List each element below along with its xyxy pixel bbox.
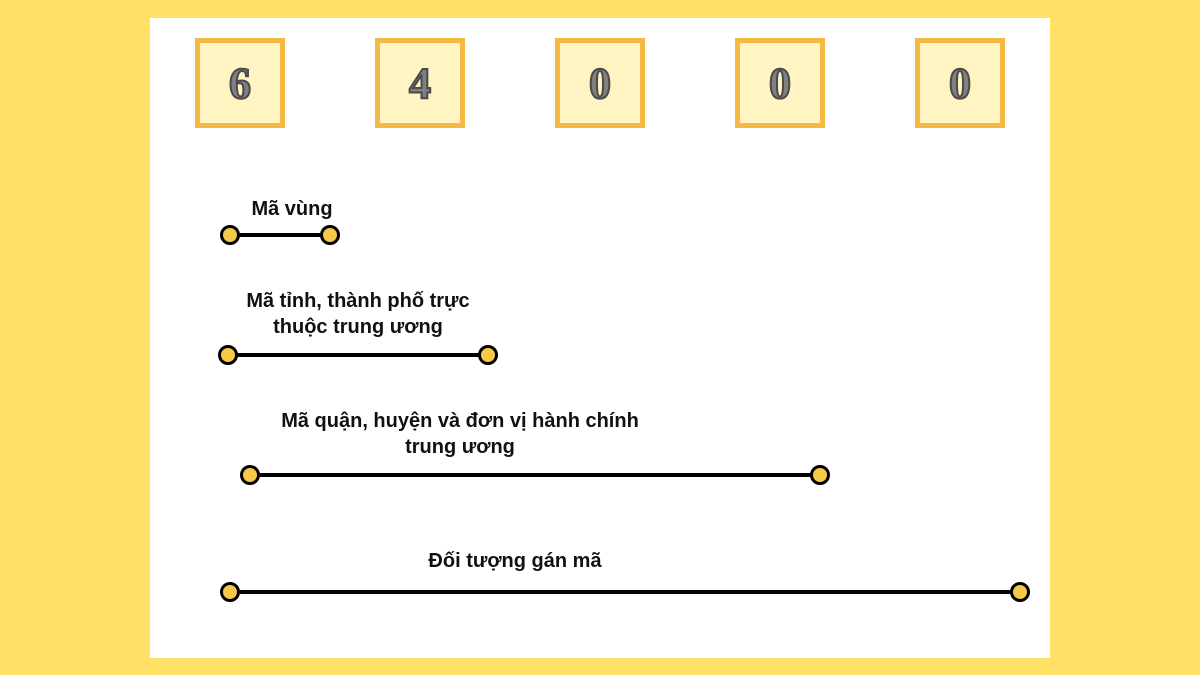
digit-box-5: 0 — [915, 38, 1005, 128]
dot-row2-left — [218, 345, 238, 365]
digit-5: 0 — [949, 58, 971, 109]
digit-box-1: 6 — [195, 38, 285, 128]
digit-box-4: 0 — [735, 38, 825, 128]
digit-4: 0 — [769, 58, 791, 109]
bar-row2 — [228, 353, 488, 357]
bar-row3 — [250, 473, 820, 477]
dot-row3-right — [810, 465, 830, 485]
digit-box-3: 0 — [555, 38, 645, 128]
dot-row1-left — [220, 225, 240, 245]
digit-3: 0 — [589, 58, 611, 109]
label-row1: Mã vùng — [232, 196, 352, 222]
content-card: 6 4 0 0 0 Mã vùng Mã tỉnh, thành phố trự… — [150, 18, 1050, 658]
digit-1: 6 — [229, 58, 251, 109]
label-row2: Mã tỉnh, thành phố trực thuộc trung ương — [228, 288, 488, 340]
bar-row4 — [230, 590, 1020, 594]
bar-row1 — [230, 233, 330, 237]
dot-row4-right — [1010, 582, 1030, 602]
dot-row3-left — [240, 465, 260, 485]
digit-row: 6 4 0 0 0 — [150, 38, 1050, 128]
dot-row4-left — [220, 582, 240, 602]
label-row4: Đối tượng gán mã — [385, 548, 645, 574]
digit-box-2: 4 — [375, 38, 465, 128]
dot-row2-right — [478, 345, 498, 365]
digit-2: 4 — [409, 58, 431, 109]
dot-row1-right — [320, 225, 340, 245]
label-row3: Mã quận, huyện và đơn vị hành chính trun… — [280, 408, 640, 460]
